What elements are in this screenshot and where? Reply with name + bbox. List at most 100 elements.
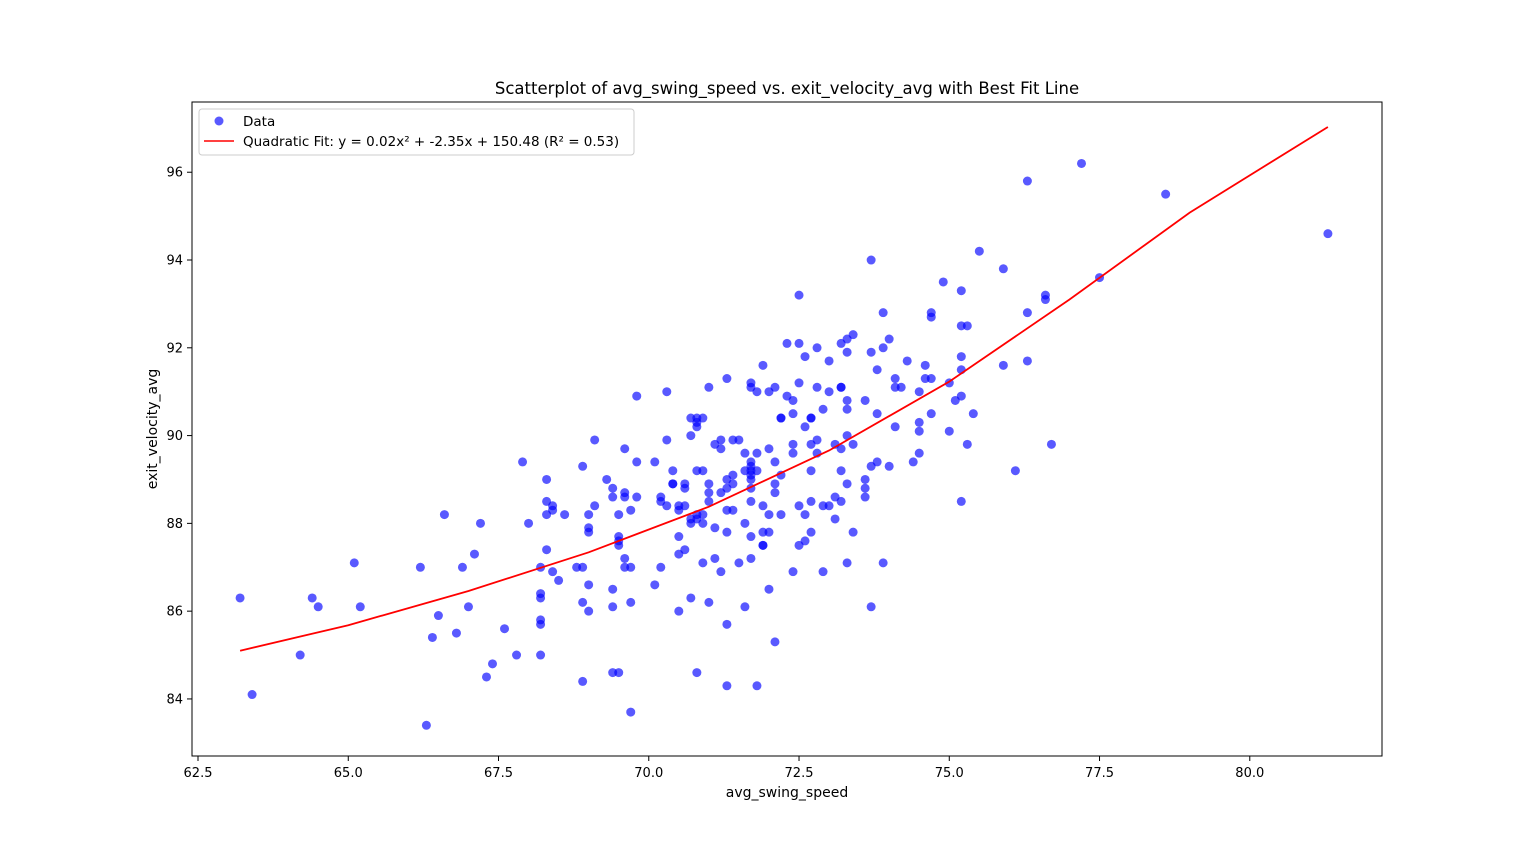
- data-point: [752, 466, 762, 476]
- data-point: [860, 474, 870, 484]
- data-point: [590, 435, 600, 445]
- data-point: [806, 413, 816, 423]
- data-point: [614, 510, 624, 520]
- data-point: [836, 444, 846, 454]
- data-point: [764, 527, 774, 537]
- data-point: [686, 431, 696, 441]
- data-point: [698, 518, 708, 528]
- data-point: [488, 659, 498, 669]
- y-tick-label: 94: [166, 254, 183, 269]
- data-point: [680, 483, 690, 493]
- data-point: [728, 479, 738, 489]
- data-point: [878, 343, 888, 353]
- data-point: [878, 308, 888, 318]
- data-point: [926, 312, 936, 322]
- data-point: [920, 360, 930, 370]
- data-point: [902, 356, 912, 366]
- data-point: [848, 330, 858, 340]
- data-point: [914, 387, 924, 397]
- data-point: [536, 619, 546, 629]
- data-point: [722, 681, 732, 691]
- data-point: [614, 540, 624, 550]
- data-point: [1010, 466, 1020, 476]
- data-point: [698, 510, 708, 520]
- data-point: [830, 514, 840, 524]
- data-point: [770, 382, 780, 392]
- data-point: [554, 575, 564, 585]
- data-point: [806, 496, 816, 506]
- data-point: [812, 435, 822, 445]
- data-point: [836, 496, 846, 506]
- data-point: [752, 387, 762, 397]
- data-point: [956, 286, 966, 296]
- data-point: [962, 439, 972, 449]
- data-point: [740, 448, 750, 458]
- data-point: [584, 580, 594, 590]
- data-point: [842, 431, 852, 441]
- data-point: [235, 593, 245, 603]
- data-point: [752, 681, 762, 691]
- data-point: [716, 435, 726, 445]
- data-point: [956, 352, 966, 362]
- data-point: [1040, 295, 1050, 305]
- legend: Data Quadratic Fit: y = 0.02x² + -2.35x …: [198, 108, 635, 156]
- data-point: [848, 527, 858, 537]
- x-tick-label: 77.5: [1085, 766, 1114, 781]
- data-point: [704, 496, 714, 506]
- plot-frame: [191, 101, 1383, 757]
- x-axis: 62.5 65.0 67.5 70.0 72.5 75.0 77.5 80.0: [184, 756, 1264, 781]
- data-point: [998, 264, 1008, 274]
- data-point: [1022, 356, 1032, 366]
- data-point: [307, 593, 317, 603]
- data-point: [884, 461, 894, 471]
- data-point: [938, 277, 948, 287]
- data-point: [956, 496, 966, 506]
- data-point: [860, 483, 870, 493]
- data-point: [704, 382, 714, 392]
- data-point: [620, 444, 630, 454]
- data-point: [764, 444, 774, 454]
- data-point: [788, 567, 798, 577]
- data-point: [800, 536, 810, 546]
- data-point: [451, 628, 461, 638]
- data-point: [890, 374, 900, 384]
- data-point: [968, 409, 978, 419]
- data-point: [752, 448, 762, 458]
- data-point: [842, 347, 852, 357]
- data-point: [734, 558, 744, 568]
- data-point: [584, 606, 594, 616]
- data-points: [235, 158, 1333, 730]
- fit-line-layer: [239, 126, 1329, 652]
- data-point: [812, 343, 822, 353]
- data-point: [794, 501, 804, 511]
- data-point: [824, 356, 834, 366]
- data-point: [632, 391, 642, 401]
- data-point: [860, 395, 870, 405]
- data-point: [463, 602, 473, 612]
- data-point: [421, 720, 431, 730]
- data-point: [788, 439, 798, 449]
- data-point: [962, 321, 972, 331]
- data-point: [734, 435, 744, 445]
- data-point: [698, 558, 708, 568]
- data-point: [722, 527, 732, 537]
- data-point: [800, 422, 810, 432]
- y-axis: 84 86 88 90 92 94 96: [166, 166, 192, 707]
- data-point: [722, 374, 732, 384]
- quadratic-fit-line: [239, 126, 1329, 652]
- data-point: [866, 347, 876, 357]
- data-point: [524, 518, 534, 528]
- data-point: [788, 409, 798, 419]
- data-point: [650, 580, 660, 590]
- data-point: [896, 382, 906, 392]
- data-point: [427, 632, 437, 642]
- x-tick-label: 62.5: [184, 766, 213, 781]
- data-point: [578, 676, 588, 686]
- data-point: [806, 527, 816, 537]
- data-point: [608, 483, 618, 493]
- x-tick-label: 75.0: [935, 766, 964, 781]
- data-point: [914, 417, 924, 427]
- data-point: [770, 457, 780, 467]
- data-point: [704, 488, 714, 498]
